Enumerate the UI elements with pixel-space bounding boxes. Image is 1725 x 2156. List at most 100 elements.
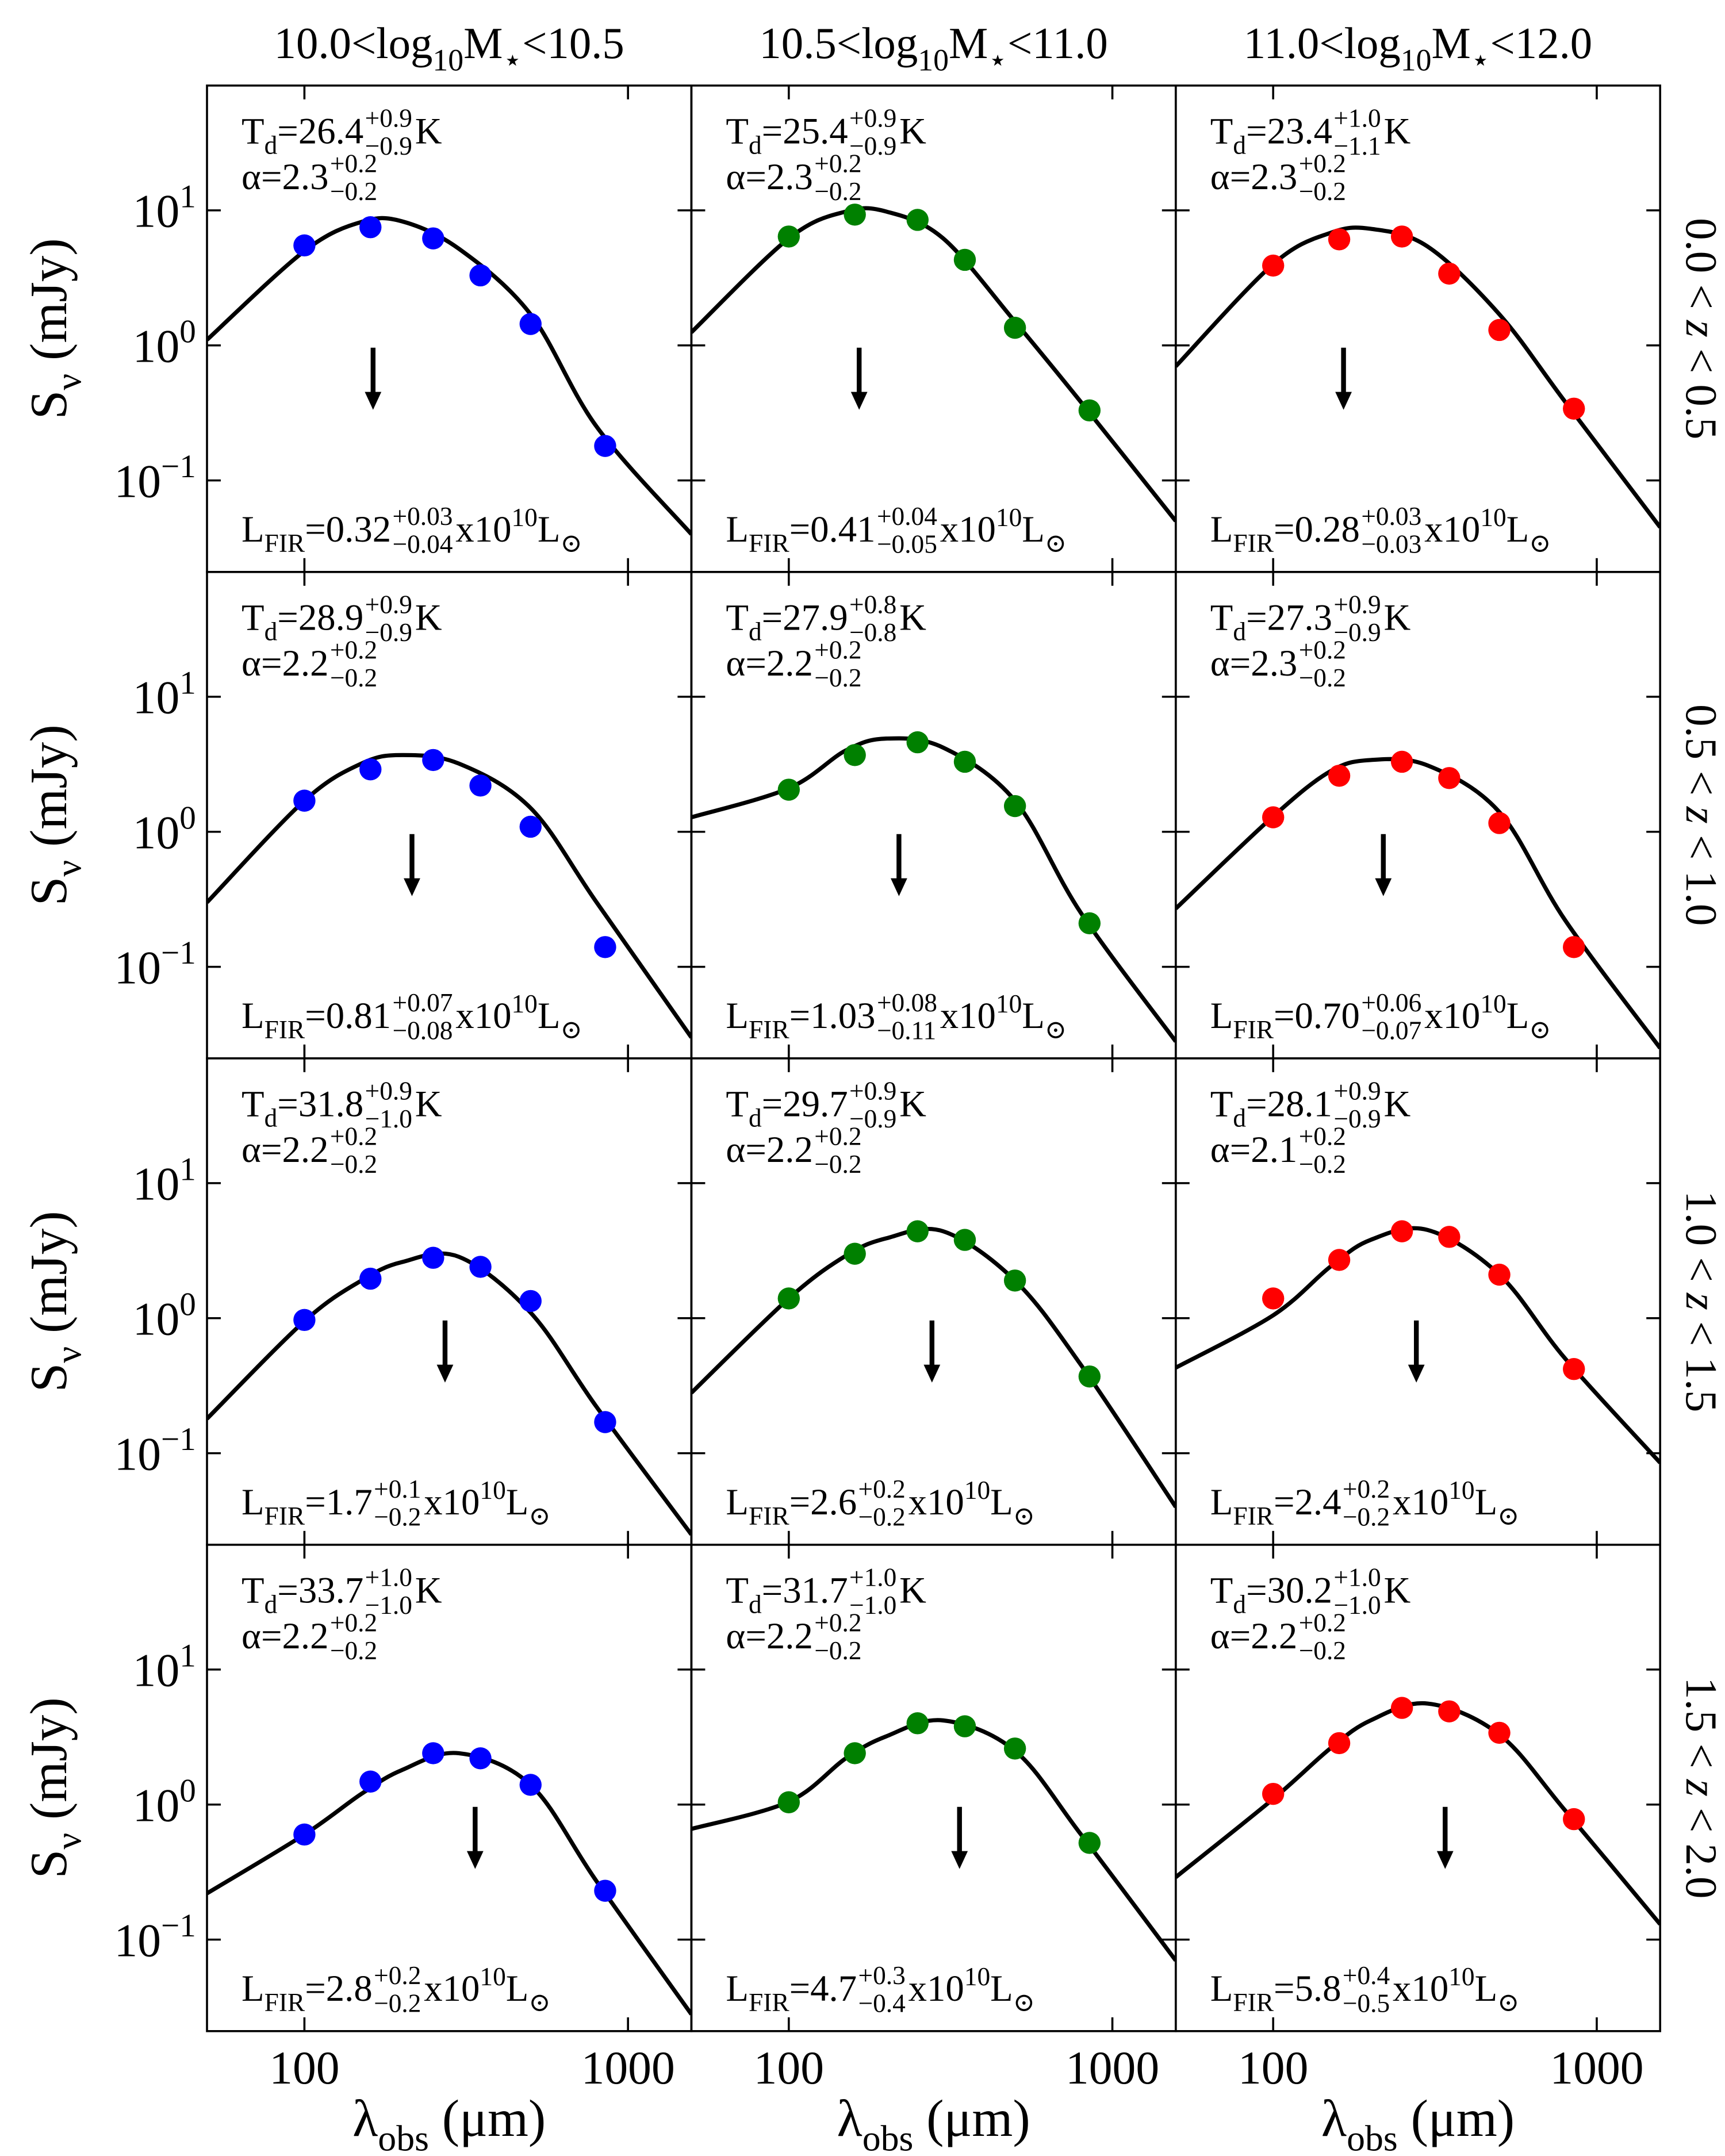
data-point bbox=[906, 1220, 929, 1242]
lfir-label-plus: +0.3 bbox=[858, 1961, 906, 1990]
x-tick-label: 1000 bbox=[581, 2042, 675, 2094]
alpha-label-plus-part: +0.2 bbox=[330, 636, 377, 665]
lfir-label-plus: +0.4 bbox=[1343, 1961, 1390, 1990]
lfir-label: LFIR=0.32 bbox=[241, 509, 391, 558]
y-tick-label-part: 0 bbox=[179, 1286, 196, 1322]
alpha-label-part: α bbox=[1210, 1129, 1230, 1171]
alpha-label-minus: −0.2 bbox=[1299, 1636, 1346, 1665]
x-axis-label-part: obs bbox=[378, 2118, 429, 2156]
td-label-part: 31.7 bbox=[783, 1570, 848, 1612]
td-label-part: d bbox=[1233, 1104, 1246, 1133]
alpha-label-part: 2.2 bbox=[282, 1616, 329, 1657]
lfir-label-part: 1.03 bbox=[810, 995, 875, 1037]
y-axis-label: Sν (mJy) bbox=[20, 1211, 89, 1392]
y-axis-label-part: S bbox=[20, 877, 78, 906]
td-label-part: 29.7 bbox=[783, 1084, 848, 1125]
alpha-label-part: α bbox=[241, 1616, 261, 1657]
lfir-label-plus-part: +0.3 bbox=[858, 1961, 906, 1990]
lfir-label: LFIR=0.41 bbox=[726, 509, 875, 558]
y-tick-label-part: 0 bbox=[179, 800, 196, 836]
lfir-label-tail-part: 10 bbox=[1480, 503, 1506, 532]
td-label-plus: +0.8 bbox=[849, 590, 896, 619]
data-point bbox=[953, 1229, 976, 1251]
lfir-label-tail-part: L bbox=[506, 1968, 529, 2009]
row-label-part: < 1.0 bbox=[1677, 824, 1725, 926]
lfir-label-part: 5.8 bbox=[1295, 1968, 1341, 2009]
y-tick-label: 10−1 bbox=[114, 935, 195, 993]
lfir-label-tail-part: ⊙ bbox=[1497, 1502, 1519, 1530]
td-label-part: d bbox=[749, 1104, 762, 1133]
alpha-label-part: = bbox=[745, 1616, 766, 1657]
td-label-tail: K bbox=[1384, 1084, 1411, 1125]
lfir-label-minus-part: −0.2 bbox=[374, 1989, 421, 2017]
alpha-label-part: = bbox=[745, 1129, 766, 1171]
td-label-part: 33.7 bbox=[298, 1570, 363, 1612]
td-label-part: = bbox=[1246, 111, 1267, 152]
lfir-label-part: 0.32 bbox=[326, 509, 391, 550]
lfir-label-plus-part: +0.06 bbox=[1361, 988, 1421, 1017]
column-title-part: <11.0 bbox=[1007, 19, 1108, 68]
td-label: Td=31.8 bbox=[241, 1084, 363, 1133]
alpha-label-minus-part: −0.2 bbox=[330, 663, 377, 692]
x-tick-label: 1000 bbox=[1065, 2042, 1159, 2094]
lfir-label-tail-part: 10 bbox=[512, 503, 538, 532]
lfir-label-part: FIR bbox=[1233, 1015, 1274, 1044]
lfir-label-minus-part: −0.2 bbox=[858, 1502, 906, 1531]
arrow-head bbox=[365, 392, 382, 410]
row-label-part: 1.0 < bbox=[1677, 1191, 1725, 1293]
lfir-label-tail-part: L bbox=[990, 1968, 1013, 2009]
lfir-label-minus-part: −0.2 bbox=[374, 1502, 421, 1531]
lfir-label-part: FIR bbox=[1233, 529, 1274, 558]
x-axis-label-part: λ bbox=[837, 2089, 862, 2147]
td-label-minus-part: −1.1 bbox=[1333, 132, 1381, 160]
lfir-label: LFIR=2.8 bbox=[241, 1968, 373, 2017]
lfir-label-tail: x1010L⊙ bbox=[424, 1476, 550, 1530]
alpha-label-part: α bbox=[726, 1616, 745, 1657]
y-tick-label-part: 10 bbox=[133, 1779, 180, 1832]
td-label-tail: K bbox=[415, 597, 442, 639]
td-label-part: T bbox=[726, 1570, 749, 1612]
lfir-label-part: L bbox=[1210, 509, 1233, 550]
lfir-label-minus-part: −0.05 bbox=[877, 530, 937, 558]
y-tick-label: 10−1 bbox=[114, 448, 195, 507]
alpha-label-part: 2.3 bbox=[1251, 643, 1297, 684]
td-label-part: T bbox=[241, 1570, 264, 1612]
y-axis-label-part: S bbox=[20, 1850, 78, 1879]
lfir-label-plus-part: +0.1 bbox=[374, 1475, 421, 1503]
alpha-label-part: 2.1 bbox=[1251, 1129, 1297, 1171]
alpha-label-part: α bbox=[726, 1129, 745, 1171]
y-tick-label: 101 bbox=[133, 178, 196, 237]
lfir-label-part: L bbox=[1210, 1482, 1233, 1523]
alpha-label: α=2.2 bbox=[241, 643, 328, 684]
td-label-part: d bbox=[1233, 1590, 1246, 1619]
lfir-label-part: = bbox=[1274, 509, 1295, 550]
td-label-part: = bbox=[277, 1570, 298, 1612]
lfir-label-tail-part: ⊙ bbox=[1529, 1015, 1551, 1044]
y-tick-label-part: −1 bbox=[161, 1421, 196, 1457]
alpha-label-minus: −0.2 bbox=[330, 1636, 377, 1665]
arrow-head bbox=[436, 1364, 454, 1383]
lfir-label-part: FIR bbox=[749, 1015, 789, 1044]
lfir-label-tail-part: L bbox=[538, 509, 561, 550]
data-point bbox=[594, 1411, 616, 1433]
x-tick-label: 1000 bbox=[1550, 2042, 1643, 2094]
data-point bbox=[1078, 912, 1101, 935]
lfir-label-part: = bbox=[789, 1968, 811, 2009]
data-point bbox=[777, 1791, 800, 1813]
y-tick-label-part: 0 bbox=[179, 313, 196, 350]
row-label-part: < 0.5 bbox=[1677, 337, 1725, 440]
lfir-label-part: L bbox=[241, 1482, 264, 1523]
data-point bbox=[1488, 1721, 1511, 1744]
td-label-plus-part: +0.8 bbox=[849, 590, 896, 619]
td-label-part: T bbox=[241, 597, 264, 639]
td-label-tail-part: K bbox=[899, 1570, 926, 1612]
lfir-label-minus: −0.04 bbox=[393, 530, 453, 558]
lfir-label-tail: x1010L⊙ bbox=[1393, 1962, 1519, 2017]
td-label-minus-part: −1.0 bbox=[365, 1104, 412, 1133]
td-label-minus-part: −0.9 bbox=[849, 132, 896, 160]
lfir-label-tail-part: x10 bbox=[940, 509, 996, 550]
alpha-label-part: = bbox=[261, 1129, 282, 1171]
column-title: 10.5<log10M⋆<11.0 bbox=[759, 19, 1107, 78]
